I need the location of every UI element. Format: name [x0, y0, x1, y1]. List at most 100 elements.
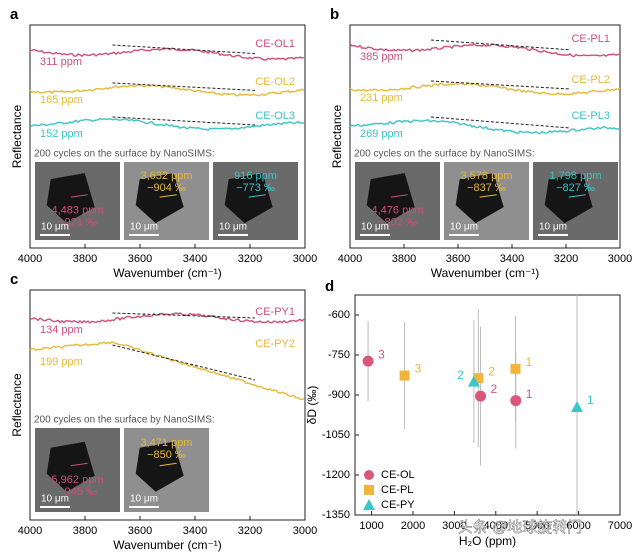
water-content: 269 ppm	[360, 128, 403, 140]
spectrum-name: CE-PL2	[571, 74, 610, 86]
grain	[135, 173, 184, 224]
point	[473, 373, 484, 384]
grain	[544, 173, 593, 224]
y-axis-label: δD (‰)	[305, 386, 319, 425]
absorption-baseline	[112, 44, 256, 55]
panel-label: a	[10, 6, 19, 23]
x-tick-label: 4000	[18, 253, 42, 265]
point	[475, 390, 487, 402]
y-tick-label: -900	[328, 389, 350, 401]
x-axis-label: Wavenumber (cm⁻¹)	[113, 538, 222, 552]
spectrum-line	[29, 340, 305, 401]
x-axis-label: Wavenumber (cm⁻¹)	[113, 266, 222, 280]
pointer	[568, 194, 586, 198]
pointer	[479, 194, 497, 198]
scale-label: 10 μm	[450, 222, 478, 233]
pointer	[390, 194, 408, 198]
x-axis-label: H₂O (ppm)	[459, 534, 516, 548]
spectrum-line	[29, 312, 305, 324]
spectrum-line	[29, 47, 305, 61]
y-tick-label: -600	[328, 309, 350, 321]
point	[510, 363, 521, 374]
y-axis-label: Reflectance	[10, 104, 24, 168]
x-tick-label: 3000	[293, 525, 317, 537]
nanosims-note: 200 cycles on the surface by NanoSIMS:	[34, 149, 215, 160]
x-tick-label: 3000	[293, 253, 317, 265]
legend-label: CE-PL	[381, 484, 413, 496]
pointer	[70, 194, 88, 198]
scale-label: 10 μm	[130, 222, 158, 233]
water-content: 231 ppm	[360, 92, 403, 104]
nanosims-note: 200 cycles on the surface by NanoSIMS:	[354, 149, 535, 160]
image-dD: −945 ‰	[58, 486, 97, 498]
spectrum-line	[29, 117, 305, 132]
x-tick-label: 3000	[442, 520, 466, 532]
x-tick-label: 3800	[73, 253, 97, 265]
x-tick-label: 3400	[183, 253, 207, 265]
point-label: 2	[491, 382, 498, 396]
y-tick-label: -750	[328, 349, 350, 361]
point	[362, 355, 374, 367]
image-dD: −904 ‰	[147, 182, 186, 194]
y-axis-label: Reflectance	[330, 104, 344, 168]
pointer	[248, 194, 266, 198]
point-label: 3	[378, 347, 385, 361]
x-tick-label: 3400	[183, 525, 207, 537]
point-label: 1	[526, 387, 533, 401]
panel-label: c	[10, 271, 18, 288]
pointer	[70, 462, 88, 467]
x-tick-label: 7000	[608, 520, 632, 532]
image-ppm: 3,578 ppm	[461, 170, 513, 182]
image-ppm: 3,632 ppm	[141, 170, 193, 182]
spectrum-line	[349, 43, 621, 58]
panel-label: d	[325, 278, 334, 295]
y-tick-label: -1050	[322, 429, 350, 441]
y-tick-label: -1350	[322, 509, 350, 521]
scale-label: 10 μm	[539, 222, 567, 233]
image-ppm: 916 ppm	[234, 170, 277, 182]
pointer	[159, 462, 177, 467]
plot-frame	[349, 24, 621, 249]
pointer	[159, 194, 177, 198]
grain	[135, 441, 184, 492]
x-tick-label: 4000	[338, 253, 362, 265]
x-tick-label: 5000	[525, 520, 549, 532]
image-ppm: 3,471 ppm	[141, 437, 193, 449]
x-tick-label: 3600	[128, 253, 152, 265]
x-tick-label: 3400	[500, 253, 524, 265]
point-label: 1	[525, 355, 532, 369]
grain	[366, 173, 415, 224]
legend-marker	[364, 470, 374, 480]
image-dD: −827 ‰	[556, 182, 595, 194]
x-tick-label: 3200	[238, 253, 262, 265]
point-label: 2	[488, 364, 495, 378]
watermark: 头条 @地球旋转门	[458, 519, 582, 536]
absorption-baseline	[112, 116, 256, 126]
water-content: 385 ppm	[360, 51, 403, 63]
absorption-baseline	[430, 80, 571, 90]
water-content: 152 ppm	[40, 128, 83, 140]
grain	[224, 173, 273, 224]
x-axis-label: Wavenumber (cm⁻¹)	[431, 266, 540, 280]
scale-label: 10 μm	[41, 222, 69, 233]
absorption-baseline	[430, 39, 571, 51]
x-tick-label: 3600	[446, 253, 470, 265]
image-ppm: 4,476 ppm	[372, 204, 424, 216]
y-tick-label: -1200	[322, 469, 350, 481]
x-tick-label: 3200	[238, 525, 262, 537]
image-dD: −802 ‰	[378, 216, 417, 228]
plot-frame	[29, 24, 306, 249]
point	[399, 370, 410, 381]
image-dD: −837 ‰	[467, 182, 506, 194]
spectrum-line	[349, 82, 621, 96]
grain	[46, 173, 95, 224]
point-label: 1	[587, 393, 594, 407]
x-tick-label: 3200	[554, 253, 578, 265]
image-dD: −921 ‰	[58, 216, 97, 228]
point	[510, 395, 522, 407]
scale-label: 10 μm	[41, 494, 69, 505]
image-ppm: 1,798 ppm	[550, 170, 602, 182]
absorption-baseline	[112, 344, 256, 381]
spectrum-name: CE-PY1	[255, 306, 295, 318]
spectrum-line	[349, 119, 621, 135]
